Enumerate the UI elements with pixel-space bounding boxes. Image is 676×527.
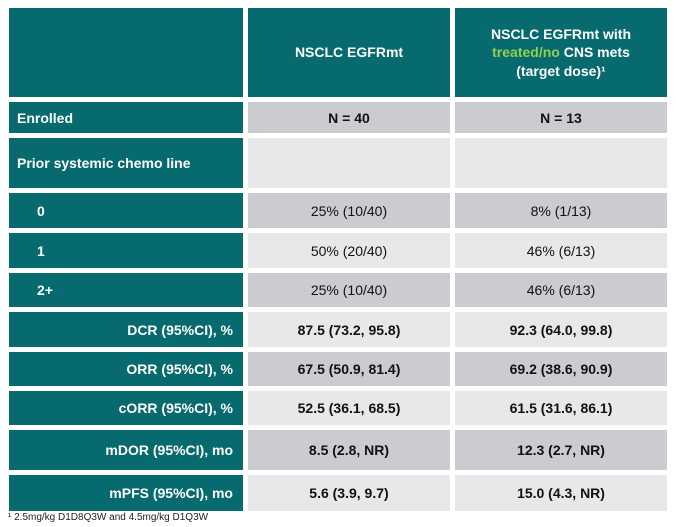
- row-label-orr: ORR (95%CI), %: [9, 352, 243, 386]
- header-col-cns-mets-text: NSCLC EGFRmt with treated/no CNS mets (t…: [491, 25, 631, 80]
- cell-orr-col2: 69.2 (38.6, 90.9): [455, 352, 667, 386]
- cell-dcr-col1: 87.5 (73.2, 95.8): [248, 312, 450, 347]
- header-col-cns-mets: NSCLC EGFRmt with treated/no CNS mets (t…: [455, 8, 667, 97]
- header-line1: NSCLC EGFRmt with: [491, 25, 631, 42]
- row-label-corr: cORR (95%CI), %: [9, 391, 243, 425]
- header-col-nsclc-egfrmt: NSCLC EGFRmt: [248, 8, 450, 97]
- cell-line1-col2: 46% (6/13): [455, 233, 667, 268]
- row-label-enrolled: Enrolled: [9, 102, 243, 133]
- cell-enrolled-col2: N = 13: [455, 102, 667, 133]
- cell-prior-chemo-col2: [455, 138, 667, 188]
- cell-line2plus-col1: 25% (10/40): [248, 273, 450, 307]
- cell-mpfs-col1: 5.6 (3.9, 9.7): [248, 475, 450, 511]
- cell-line0-col2: 8% (1/13): [455, 193, 667, 228]
- cell-line2plus-col2: 46% (6/13): [455, 273, 667, 307]
- row-label-prior-systemic-chemo-line: Prior systemic chemo line: [9, 138, 243, 188]
- cell-prior-chemo-col1: [248, 138, 450, 188]
- row-label-chemo-line-0: 0: [9, 193, 243, 228]
- row-label-mpfs: mPFS (95%CI), mo: [9, 475, 243, 511]
- cell-line1-col1: 50% (20/40): [248, 233, 450, 268]
- header-line3-target-dose: (target dose)¹: [516, 62, 606, 79]
- cell-orr-col1: 67.5 (50.9, 81.4): [248, 352, 450, 386]
- results-table: NSCLC EGFRmt NSCLC EGFRmt with treated/n…: [9, 8, 667, 511]
- cell-mpfs-col2: 15.0 (4.3, NR): [455, 475, 667, 511]
- cell-dcr-col2: 92.3 (64.0, 99.8): [455, 312, 667, 347]
- row-label-mdor: mDOR (95%CI), mo: [9, 430, 243, 470]
- cell-mdor-col2: 12.3 (2.7, NR): [455, 430, 667, 470]
- row-label-chemo-line-2plus: 2+: [9, 273, 243, 307]
- cell-mdor-col1: 8.5 (2.8, NR): [248, 430, 450, 470]
- header-empty-cell: [9, 8, 243, 97]
- row-label-chemo-line-1: 1: [9, 233, 243, 268]
- cell-corr-col2: 61.5 (31.6, 86.1): [455, 391, 667, 425]
- cell-corr-col1: 52.5 (36.1, 68.5): [248, 391, 450, 425]
- header-highlight-treated-no: treated/no: [492, 44, 560, 61]
- footnote: ¹ 2.5mg/kg D1D8Q3W and 4.5mg/kg D1Q3W: [8, 512, 209, 523]
- row-label-dcr: DCR (95%CI), %: [9, 312, 243, 347]
- header-line2-rest: CNS mets: [559, 44, 630, 61]
- cell-enrolled-col1: N = 40: [248, 102, 450, 133]
- cell-line0-col1: 25% (10/40): [248, 193, 450, 228]
